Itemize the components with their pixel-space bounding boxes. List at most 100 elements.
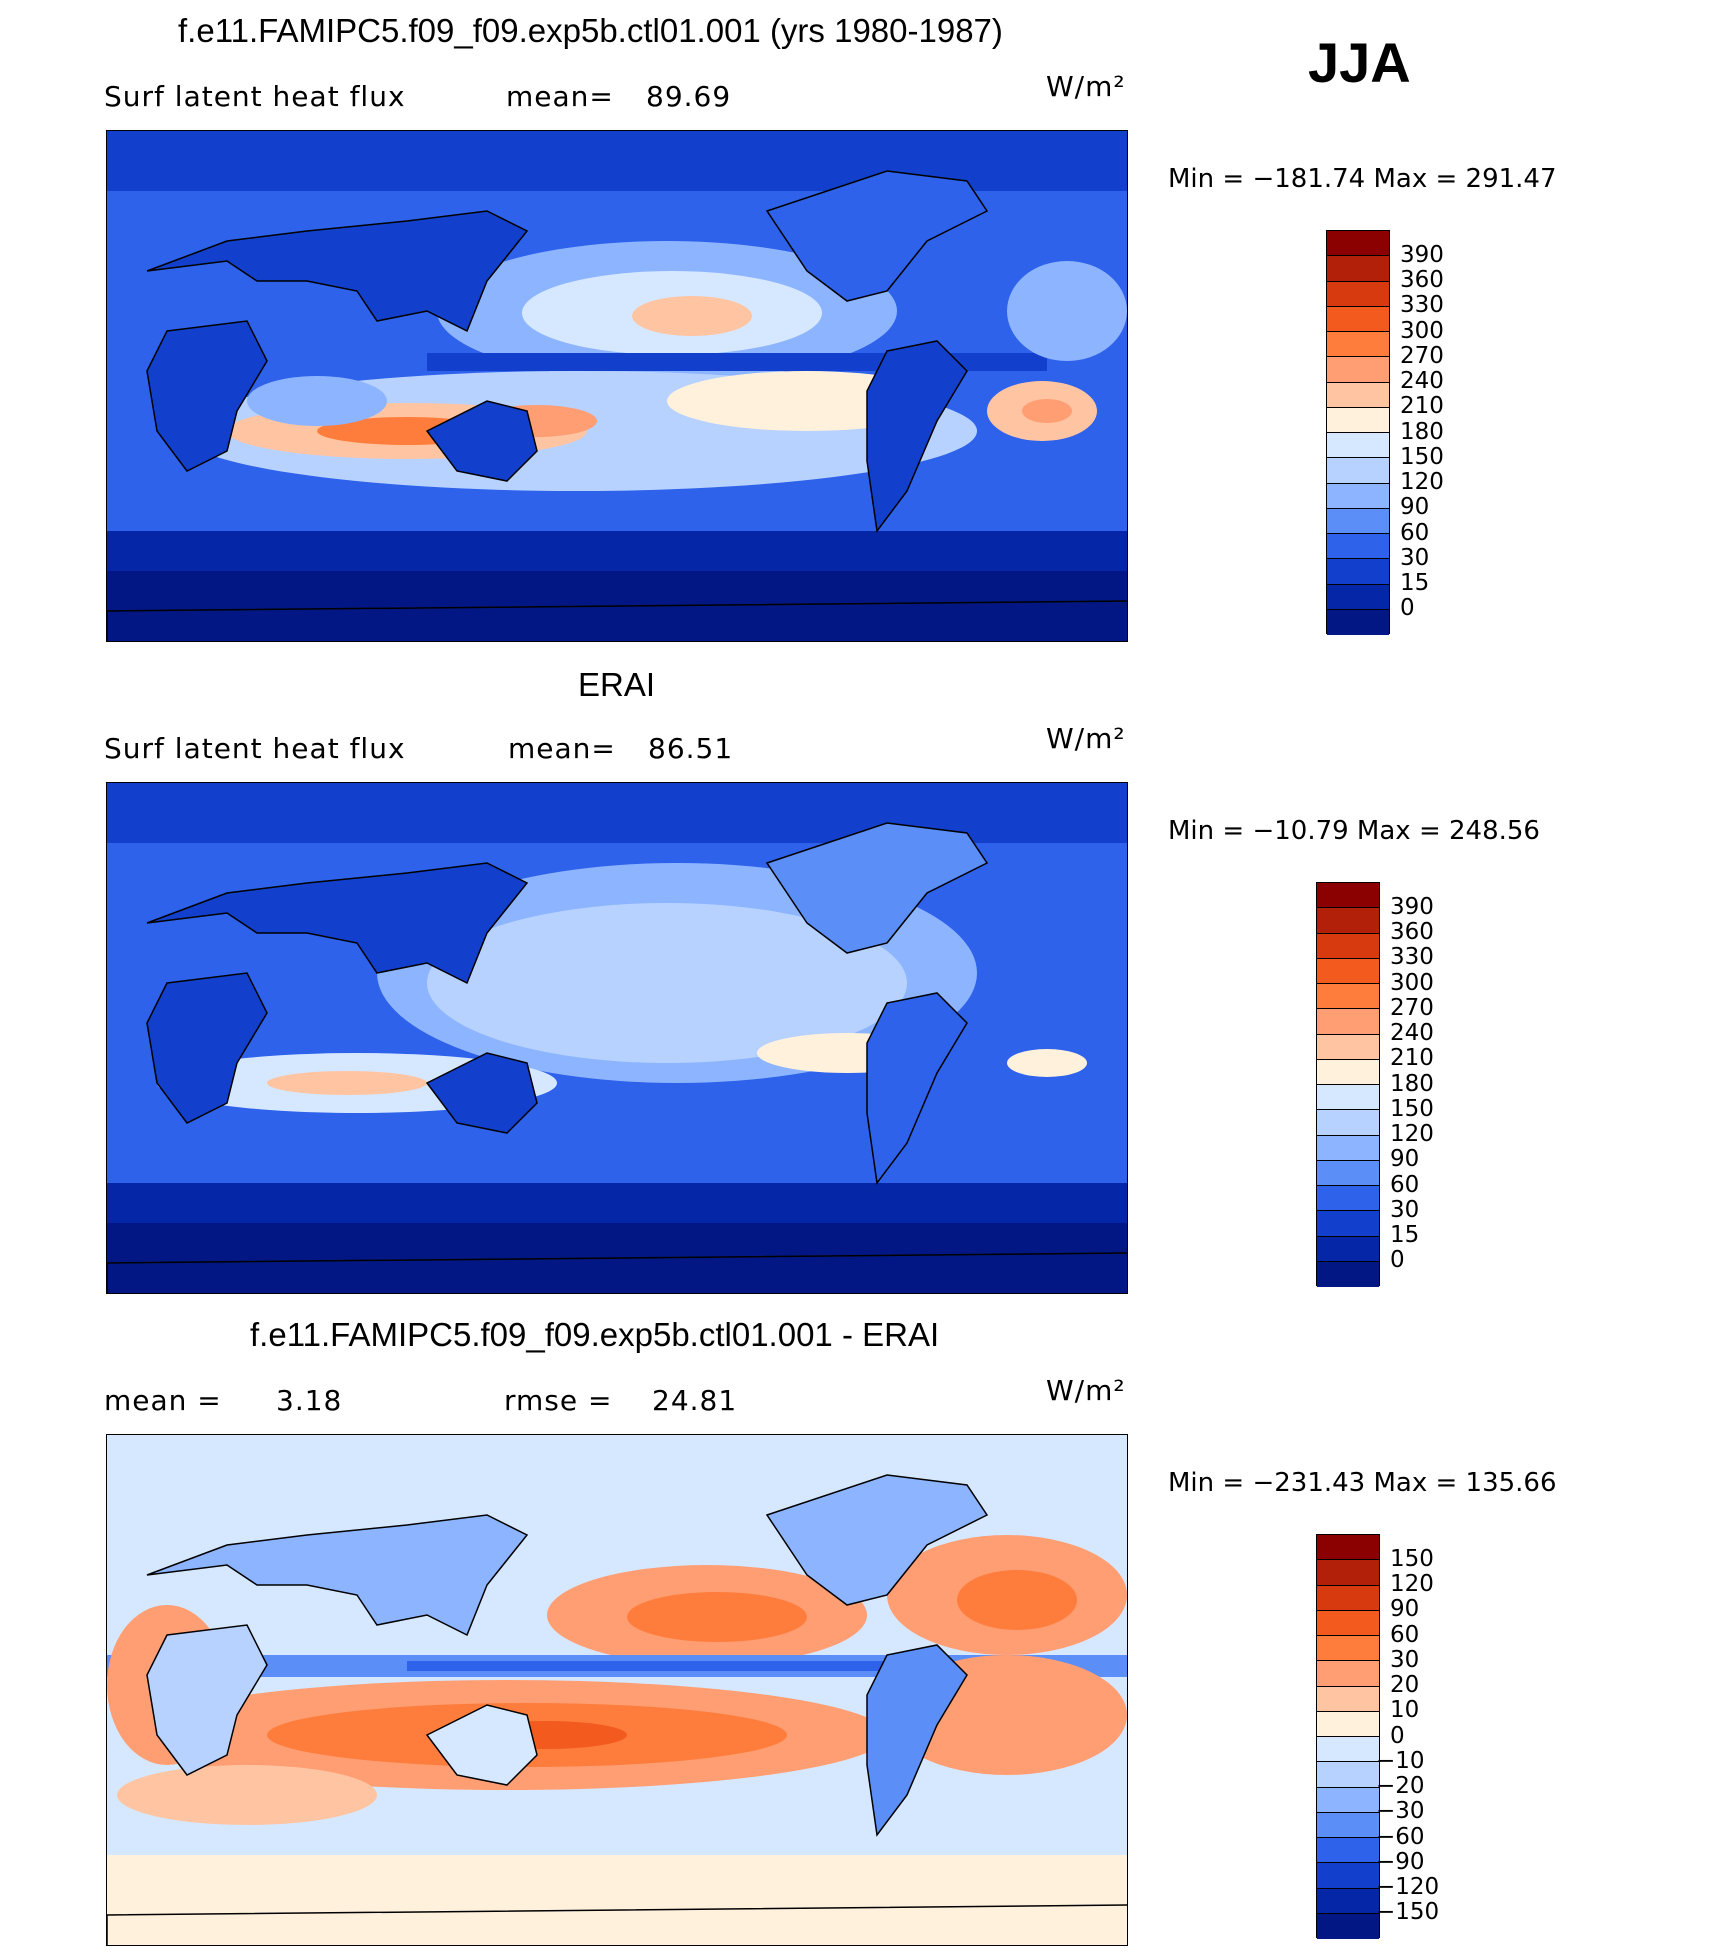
colorbar-tick-label: 150 (1400, 443, 1444, 470)
panel-1-mean-value: 89.69 (646, 80, 732, 113)
colorbar-tick-label: −30 (1376, 1798, 1425, 1825)
panel-2-minmax: Min = −10.79 Max = 248.56 (1168, 816, 1540, 846)
colorbar-tick-label: 210 (1400, 393, 1444, 420)
colorbar-tick-label: 60 (1400, 519, 1430, 546)
colorbar-tick-label: −60 (1376, 1823, 1425, 1850)
panel-1-map (106, 130, 1128, 642)
colorbar-swatch (1317, 1737, 1379, 1763)
colorbar-tick-label: 20 (1390, 1672, 1420, 1698)
panel-1-variable: Surf latent heat flux (104, 80, 406, 113)
colorbar-tick-label: 330 (1390, 944, 1434, 971)
colorbar-tick-label: 300 (1390, 969, 1434, 996)
colorbar-swatch (1317, 1711, 1379, 1737)
colorbar-tick-label: 360 (1400, 267, 1444, 293)
colorbar-swatch (1317, 1236, 1379, 1262)
colorbar-tick-label: 90 (1390, 1146, 1420, 1173)
colorbar-swatch (1317, 1585, 1379, 1611)
colorbar-swatch (1327, 534, 1389, 560)
panel-3-colorbar (1316, 1534, 1380, 1939)
panel-2-colorbar (1316, 882, 1380, 1287)
colorbar-swatch (1317, 1762, 1379, 1788)
colorbar-swatch (1327, 483, 1389, 509)
panel-1-minmax: Min = −181.74 Max = 291.47 (1168, 164, 1557, 194)
colorbar-swatch (1327, 231, 1389, 257)
colorbar-tick-label: 0 (1400, 595, 1415, 622)
panel-2-variable: Surf latent heat flux (104, 732, 406, 765)
colorbar-tick-label: 270 (1390, 994, 1434, 1021)
colorbar-tick-label: 240 (1390, 1020, 1434, 1046)
colorbar-swatch (1317, 1034, 1379, 1060)
colorbar-swatch (1317, 1812, 1379, 1838)
colorbar-tick-label: 330 (1400, 292, 1444, 319)
panel-3-rmse-value: 24.81 (652, 1384, 738, 1417)
colorbar-tick-label: −10 (1376, 1747, 1425, 1774)
colorbar-swatch (1317, 1186, 1379, 1212)
colorbar-swatch (1327, 508, 1389, 534)
panel-3-rmse-label: rmse = (504, 1384, 613, 1417)
panel-3-mean-label: mean = (104, 1384, 222, 1417)
colorbar-tick-label: 15 (1400, 570, 1430, 596)
colorbar-swatch (1327, 256, 1389, 282)
colorbar-tick-label: 180 (1400, 418, 1444, 445)
colorbar-tick-label: 270 (1400, 342, 1444, 369)
colorbar-swatch (1327, 458, 1389, 484)
colorbar-swatch (1317, 1535, 1379, 1561)
panel-1-title: f.e11.FAMIPC5.f09_f09.exp5b.ctl01.001 (y… (178, 12, 1003, 49)
colorbar-swatch (1317, 1661, 1379, 1687)
panel-2-colorbar-labels: 390 360 330 300 270 240 210 180 150 120 90 60 30 15 0 (1390, 882, 1490, 1286)
colorbar-tick-label: 30 (1390, 1646, 1420, 1673)
colorbar-swatch (1317, 1560, 1379, 1586)
panel-3-colorbar-labels: 150 120 90 60 30 20 10 0 −10 −20 −30 −60 −90 −120 −150 (1376, 1534, 1490, 1938)
colorbar-tick-label: −150 (1376, 1899, 1440, 1926)
colorbar-swatch (1317, 1009, 1379, 1035)
panel-1-mean-label: mean= (506, 80, 614, 113)
panel-3-map (106, 1434, 1128, 1946)
colorbar-swatch (1317, 1863, 1379, 1889)
colorbar-tick-label: 300 (1400, 317, 1444, 344)
colorbar-tick-label: 180 (1390, 1070, 1434, 1097)
colorbar-swatch (1327, 382, 1389, 408)
colorbar-tick-label: 150 (1390, 1095, 1434, 1122)
colorbar-swatch (1327, 332, 1389, 358)
colorbar-swatch (1317, 1838, 1379, 1864)
colorbar-tick-label: 390 (1400, 241, 1444, 268)
colorbar-swatch (1317, 1085, 1379, 1111)
panel-1-colorbar (1326, 230, 1390, 635)
panel-2-mean-value: 86.51 (648, 732, 734, 765)
panel-2-title: ERAI (578, 666, 656, 703)
colorbar-tick-label: 120 (1390, 1571, 1434, 1597)
colorbar-swatch (1317, 1059, 1379, 1085)
colorbar-tick-label: 0 (1390, 1247, 1405, 1274)
colorbar-tick-label: 15 (1390, 1222, 1420, 1248)
colorbar-swatch (1317, 984, 1379, 1010)
colorbar-swatch (1317, 1261, 1379, 1287)
colorbar-swatch (1317, 1888, 1379, 1914)
colorbar-tick-label: −120 (1376, 1874, 1440, 1900)
colorbar-swatch (1327, 584, 1389, 610)
panel-2-units: W/m² (1046, 722, 1126, 755)
colorbar-swatch (1317, 1135, 1379, 1161)
colorbar-tick-label: 0 (1390, 1722, 1405, 1749)
colorbar-tick-label: −90 (1376, 1848, 1425, 1875)
colorbar-tick-label: 30 (1390, 1196, 1420, 1223)
season-label: JJA (1308, 31, 1411, 94)
colorbar-swatch (1327, 407, 1389, 433)
colorbar-swatch (1317, 933, 1379, 959)
colorbar-tick-label: 150 (1390, 1545, 1434, 1572)
colorbar-swatch (1317, 958, 1379, 984)
colorbar-swatch (1327, 433, 1389, 459)
colorbar-swatch (1327, 306, 1389, 332)
colorbar-tick-label: 10 (1390, 1697, 1420, 1724)
colorbar-swatch (1317, 1787, 1379, 1813)
colorbar-tick-label: 60 (1390, 1171, 1420, 1198)
colorbar-tick-label: 30 (1400, 544, 1430, 571)
colorbar-tick-label: 390 (1390, 893, 1434, 920)
colorbar-tick-label: 90 (1400, 494, 1430, 521)
colorbar-swatch (1317, 1110, 1379, 1136)
colorbar-tick-label: 120 (1400, 469, 1444, 495)
colorbar-swatch (1317, 1686, 1379, 1712)
panel-1-units: W/m² (1046, 70, 1126, 103)
colorbar-tick-label: 120 (1390, 1121, 1434, 1147)
colorbar-swatch (1317, 1913, 1379, 1939)
colorbar-tick-label: 90 (1390, 1596, 1420, 1623)
